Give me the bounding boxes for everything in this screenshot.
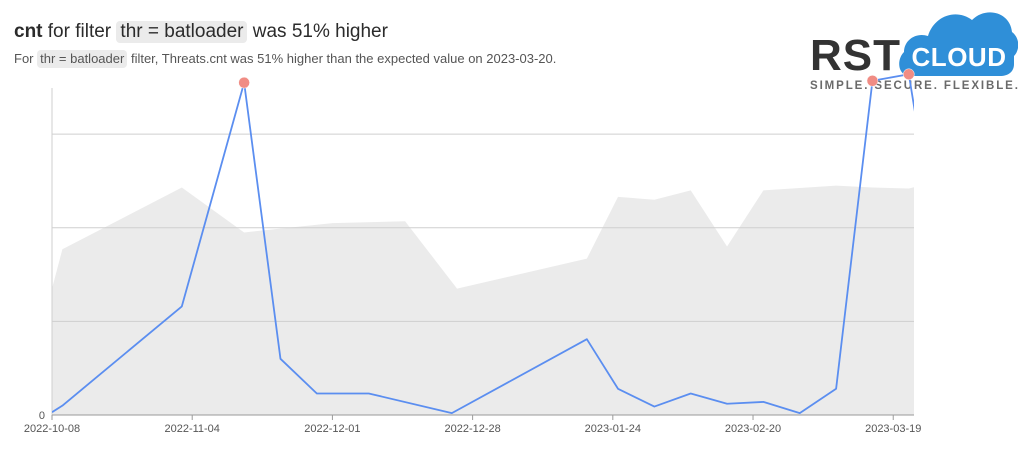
anomaly-marker-1[interactable] bbox=[866, 75, 879, 87]
anomaly-marker-2[interactable] bbox=[903, 68, 915, 81]
x-tick-label-6: 2023-03-19 bbox=[865, 423, 921, 435]
logo-tagline: SIMPLE. SECURE. FLEXIBLE. bbox=[810, 80, 1020, 92]
x-tick-label-3: 2022-12-28 bbox=[444, 423, 500, 435]
filter-prefix: for filter bbox=[47, 21, 112, 42]
anomaly-marker-0[interactable] bbox=[238, 76, 250, 89]
filter-chip[interactable]: thr = batloader bbox=[116, 21, 248, 43]
x-tick-label-4: 2023-01-24 bbox=[585, 423, 641, 435]
headline-suffix: was 51% higher bbox=[252, 21, 388, 42]
metric-name: cnt bbox=[14, 21, 43, 42]
x-tick-label-1: 2022-11-04 bbox=[164, 423, 219, 435]
x-tick-label-0: 2022-10-08 bbox=[24, 423, 80, 435]
x-tick-label-2: 2022-12-01 bbox=[304, 423, 360, 435]
description-prefix: For bbox=[14, 51, 34, 66]
logo-rst-text: RST bbox=[810, 31, 901, 80]
logo-cloud-text: CLOUD bbox=[911, 42, 1007, 72]
description-suffix: filter, Threats.cnt was 51% higher than … bbox=[130, 51, 557, 66]
chart-description: For thr = batloader filter, Threats.cnt … bbox=[14, 48, 794, 70]
expected-range-band bbox=[52, 185, 914, 415]
x-tick-label-5: 2023-02-20 bbox=[725, 423, 781, 435]
description-filter-chip[interactable]: thr = batloader bbox=[37, 50, 128, 68]
rst-cloud-logo: RST CLOUD SIMPLE. SECURE. FLEXIBLE. bbox=[808, 2, 1020, 98]
y-tick-label-0: 0 bbox=[39, 410, 45, 422]
chart-headline: cnt for filter thr = batloader was 51% h… bbox=[14, 18, 794, 46]
chart-header: cnt for filter thr = batloader was 51% h… bbox=[14, 18, 794, 70]
cloud-icon bbox=[899, 12, 1018, 76]
